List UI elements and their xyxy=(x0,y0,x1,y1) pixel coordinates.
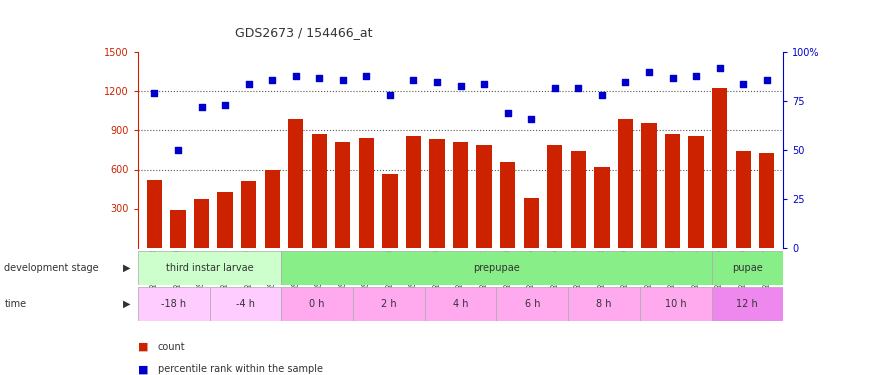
Point xyxy=(713,65,727,71)
Bar xyxy=(711,287,783,321)
Point xyxy=(148,90,162,96)
Point xyxy=(288,73,303,79)
Bar xyxy=(640,287,711,321)
Bar xyxy=(264,170,279,248)
Bar xyxy=(568,287,640,321)
Bar xyxy=(170,210,186,248)
Bar xyxy=(688,136,704,248)
Point xyxy=(642,69,656,75)
Text: ■: ■ xyxy=(138,342,149,352)
Point xyxy=(524,116,538,122)
Text: third instar larvae: third instar larvae xyxy=(166,263,254,273)
Bar xyxy=(523,198,538,248)
Point xyxy=(500,110,514,116)
Text: 0 h: 0 h xyxy=(310,299,325,309)
Text: -4 h: -4 h xyxy=(236,299,255,309)
Point xyxy=(360,73,374,79)
Bar xyxy=(595,167,610,248)
Point xyxy=(430,79,444,85)
Bar xyxy=(429,139,445,248)
Point xyxy=(666,75,680,81)
Bar xyxy=(336,142,351,248)
Text: 2 h: 2 h xyxy=(381,299,397,309)
Point xyxy=(312,75,327,81)
Text: development stage: development stage xyxy=(4,263,99,273)
Bar xyxy=(406,136,421,248)
Point xyxy=(454,82,468,88)
Bar xyxy=(570,151,586,248)
Point xyxy=(571,85,586,91)
Bar xyxy=(476,145,492,248)
Bar xyxy=(217,192,233,248)
Point xyxy=(619,79,633,85)
Bar xyxy=(288,119,303,248)
Bar xyxy=(712,88,727,248)
Text: 8 h: 8 h xyxy=(596,299,611,309)
Bar xyxy=(281,287,353,321)
Bar xyxy=(453,142,468,248)
Point xyxy=(759,77,773,83)
Bar xyxy=(383,174,398,248)
Bar xyxy=(665,134,680,248)
Bar xyxy=(500,162,515,248)
Bar xyxy=(497,287,568,321)
Bar xyxy=(359,138,374,248)
Bar xyxy=(138,287,210,321)
Text: GDS2673 / 154466_at: GDS2673 / 154466_at xyxy=(235,26,372,39)
Point xyxy=(241,81,255,87)
Bar xyxy=(194,200,209,248)
Point xyxy=(383,92,397,98)
Bar xyxy=(618,119,633,248)
Point xyxy=(547,85,562,91)
Bar xyxy=(425,287,497,321)
Text: 6 h: 6 h xyxy=(524,299,540,309)
Text: time: time xyxy=(4,299,27,309)
Point xyxy=(218,102,232,108)
Bar xyxy=(241,181,256,248)
Bar xyxy=(759,153,774,248)
Point xyxy=(336,77,350,83)
Point xyxy=(407,77,421,83)
Bar xyxy=(210,287,281,321)
Point xyxy=(194,104,208,110)
Text: 4 h: 4 h xyxy=(453,299,468,309)
Bar xyxy=(281,251,711,285)
Text: ▶: ▶ xyxy=(124,263,131,273)
Bar xyxy=(642,123,657,248)
Point xyxy=(736,81,750,87)
Bar xyxy=(711,251,783,285)
Point xyxy=(477,81,491,87)
Bar xyxy=(138,251,281,285)
Point xyxy=(171,147,185,153)
Bar xyxy=(312,134,327,248)
Point xyxy=(595,92,609,98)
Bar xyxy=(735,151,751,248)
Text: pupae: pupae xyxy=(732,263,763,273)
Point xyxy=(689,73,703,79)
Text: 12 h: 12 h xyxy=(737,299,758,309)
Bar xyxy=(147,180,162,248)
Bar xyxy=(547,145,562,248)
Point xyxy=(265,77,279,83)
Bar xyxy=(353,287,425,321)
Text: prepupae: prepupae xyxy=(473,263,520,273)
Text: 10 h: 10 h xyxy=(665,299,686,309)
Text: -18 h: -18 h xyxy=(161,299,186,309)
Text: ▶: ▶ xyxy=(124,299,131,309)
Text: count: count xyxy=(158,342,185,352)
Text: ■: ■ xyxy=(138,364,149,374)
Text: percentile rank within the sample: percentile rank within the sample xyxy=(158,364,322,374)
